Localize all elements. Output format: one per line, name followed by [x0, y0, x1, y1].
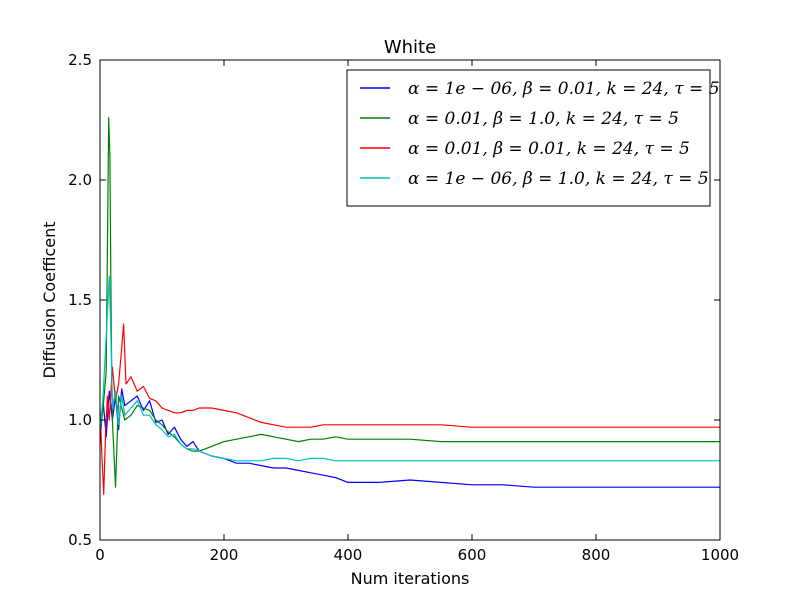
series-line-3	[100, 323, 720, 495]
y-tick-label: 2.0	[68, 171, 92, 189]
legend-label-4: α = 1e − 06, β = 1.0, k = 24, τ = 5	[408, 169, 709, 189]
legend-box	[346, 69, 711, 207]
y-tick-label: 1.0	[68, 411, 92, 429]
y-tick-label: 1.5	[68, 291, 92, 309]
series-layer	[100, 116, 720, 495]
x-axis-label: Num iterations	[351, 569, 470, 588]
series-line-4	[100, 275, 720, 462]
legend: α = 1e − 06, β = 0.01, k = 24, τ = 5 α = …	[346, 69, 720, 207]
y-tick-label: 0.5	[68, 531, 92, 549]
x-tick-label: 200	[210, 546, 239, 564]
x-tick-label: 600	[458, 546, 487, 564]
series-line-2	[100, 116, 720, 488]
x-tick-label: 0	[95, 546, 105, 564]
tick-layer: 0 200 400 600 800 1000 0.5 1.0 1.5 2.0 2.5	[68, 51, 739, 564]
legend-label-3: α = 0.01, β = 0.01, k = 24, τ = 5	[408, 139, 690, 159]
chart-title: White	[384, 37, 436, 58]
x-tick-label: 1000	[701, 546, 739, 564]
x-tick-label: 800	[582, 546, 611, 564]
y-axis-label: Diffusion Coefficent	[40, 221, 59, 378]
x-tick-label: 400	[334, 546, 363, 564]
legend-label-2: α = 0.01, β = 1.0, k = 24, τ = 5	[408, 109, 679, 129]
plot-area: 0 200 400 600 800 1000 0.5 1.0 1.5 2.0 2.5	[68, 51, 739, 564]
y-tick-label: 2.5	[68, 51, 92, 69]
legend-label-1: α = 1e − 06, β = 0.01, k = 24, τ = 5	[408, 79, 720, 99]
